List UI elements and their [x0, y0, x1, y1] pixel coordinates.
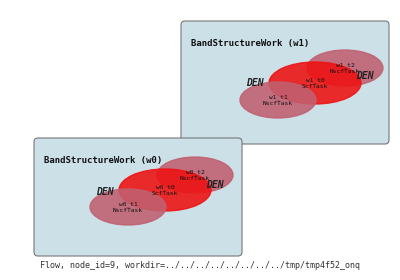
Text: BandStructureWork (w1): BandStructureWork (w1)	[191, 39, 309, 48]
Text: DEN: DEN	[206, 180, 224, 190]
Text: w1_t0
ScfTask: w1_t0 ScfTask	[302, 77, 328, 89]
Text: DEN: DEN	[96, 187, 114, 197]
FancyBboxPatch shape	[181, 21, 389, 144]
Text: w0_t2
NscfTask: w0_t2 NscfTask	[180, 169, 210, 181]
Text: w1_t1
NscfTask: w1_t1 NscfTask	[263, 94, 293, 106]
Ellipse shape	[240, 82, 316, 118]
Text: BandStructureWork (w0): BandStructureWork (w0)	[44, 156, 162, 165]
Text: Flow, node_id=9, workdir=../../../../../../../../tmp/tmp4f52_onq: Flow, node_id=9, workdir=../../../../../…	[40, 261, 360, 270]
Ellipse shape	[90, 189, 166, 225]
Text: DEN: DEN	[356, 71, 374, 81]
Ellipse shape	[119, 169, 211, 211]
Text: DEN: DEN	[246, 78, 264, 88]
FancyBboxPatch shape	[34, 138, 242, 256]
Ellipse shape	[307, 50, 383, 86]
Text: w0_t0
ScfTask: w0_t0 ScfTask	[152, 184, 178, 196]
Text: w0_t1
NscfTask: w0_t1 NscfTask	[113, 201, 143, 213]
Ellipse shape	[269, 62, 361, 104]
Ellipse shape	[157, 157, 233, 193]
Text: w1_t2
NscfTask: w1_t2 NscfTask	[330, 62, 360, 74]
